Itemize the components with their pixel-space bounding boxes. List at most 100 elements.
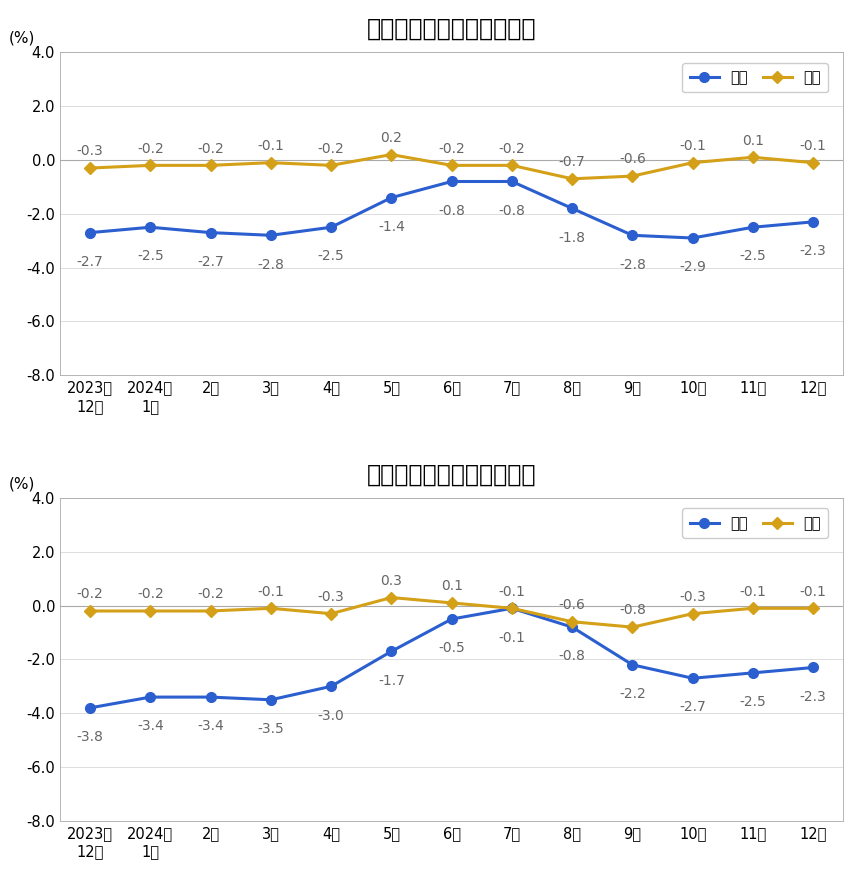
Title: 工业生产者购进价格涨跌幅: 工业生产者购进价格涨跌幅 <box>367 463 537 486</box>
环比 <box>687 158 697 168</box>
同比 <box>507 176 517 187</box>
Text: -0.1: -0.1 <box>257 584 285 598</box>
Text: -0.3: -0.3 <box>679 590 706 604</box>
Text: -0.1: -0.1 <box>499 631 525 645</box>
Text: -0.8: -0.8 <box>499 204 525 218</box>
Text: -0.2: -0.2 <box>77 587 103 601</box>
Line: 同比: 同比 <box>85 604 818 713</box>
Text: -1.8: -1.8 <box>559 230 586 244</box>
Text: -2.5: -2.5 <box>740 695 766 709</box>
同比 <box>507 603 517 613</box>
Text: -3.8: -3.8 <box>77 730 103 744</box>
Text: -2.5: -2.5 <box>318 250 345 264</box>
同比 <box>145 222 156 232</box>
环比 <box>446 160 457 171</box>
同比 <box>687 233 697 244</box>
同比 <box>266 230 276 241</box>
Line: 同比: 同比 <box>85 177 818 243</box>
同比 <box>808 662 819 673</box>
Text: -0.8: -0.8 <box>559 649 586 663</box>
环比 <box>687 609 697 619</box>
Text: -3.5: -3.5 <box>257 722 285 736</box>
环比 <box>808 603 819 613</box>
Text: -0.8: -0.8 <box>619 604 646 618</box>
Text: -2.5: -2.5 <box>740 250 766 264</box>
Text: -2.5: -2.5 <box>137 250 163 264</box>
同比 <box>808 216 819 227</box>
Text: -0.2: -0.2 <box>439 142 465 156</box>
同比 <box>85 703 95 713</box>
Text: -2.8: -2.8 <box>619 258 646 272</box>
Line: 环比: 环比 <box>86 593 817 632</box>
Text: -0.1: -0.1 <box>257 139 285 153</box>
Text: -0.2: -0.2 <box>197 142 224 156</box>
环比 <box>326 160 336 171</box>
同比 <box>446 614 457 625</box>
Text: -0.1: -0.1 <box>679 139 706 153</box>
Text: -2.7: -2.7 <box>197 255 224 269</box>
Text: -0.2: -0.2 <box>137 587 163 601</box>
同比 <box>206 228 216 238</box>
同比 <box>567 622 577 632</box>
Text: -0.2: -0.2 <box>499 142 525 156</box>
环比 <box>206 160 216 171</box>
同比 <box>627 230 637 241</box>
Legend: 同比, 环比: 同比, 环比 <box>682 508 828 538</box>
Text: -1.7: -1.7 <box>378 674 405 688</box>
同比 <box>446 176 457 187</box>
环比 <box>446 597 457 608</box>
环比 <box>567 173 577 184</box>
同比 <box>326 681 336 691</box>
Text: -3.4: -3.4 <box>137 719 163 733</box>
Text: 0.1: 0.1 <box>440 579 463 593</box>
环比 <box>145 605 156 616</box>
同比 <box>748 668 759 678</box>
同比 <box>386 646 396 657</box>
同比 <box>206 692 216 703</box>
环比 <box>266 158 276 168</box>
Text: -2.7: -2.7 <box>679 701 706 715</box>
同比 <box>266 695 276 705</box>
Text: -0.8: -0.8 <box>439 204 465 218</box>
Text: -3.4: -3.4 <box>197 719 224 733</box>
环比 <box>627 171 637 181</box>
Text: 0.2: 0.2 <box>380 131 402 145</box>
同比 <box>687 673 697 683</box>
环比 <box>748 152 759 163</box>
Text: -0.6: -0.6 <box>559 598 586 612</box>
Text: -0.2: -0.2 <box>318 142 345 156</box>
Text: -0.7: -0.7 <box>559 155 586 169</box>
同比 <box>386 193 396 203</box>
环比 <box>206 605 216 616</box>
Text: -0.2: -0.2 <box>197 587 224 601</box>
Legend: 同比, 环比: 同比, 环比 <box>682 63 828 93</box>
Text: -2.7: -2.7 <box>77 255 103 269</box>
Text: -0.1: -0.1 <box>800 584 826 598</box>
Text: (%): (%) <box>9 477 35 491</box>
同比 <box>326 222 336 232</box>
环比 <box>386 149 396 159</box>
Text: -0.2: -0.2 <box>137 142 163 156</box>
同比 <box>567 203 577 214</box>
环比 <box>145 160 156 171</box>
环比 <box>507 603 517 613</box>
Text: 0.1: 0.1 <box>742 133 764 147</box>
Text: -0.1: -0.1 <box>800 139 826 153</box>
同比 <box>85 228 95 238</box>
环比 <box>567 617 577 627</box>
Text: -2.3: -2.3 <box>800 244 826 258</box>
Text: (%): (%) <box>9 31 35 46</box>
Text: 0.3: 0.3 <box>380 574 402 588</box>
Text: -2.2: -2.2 <box>619 687 646 701</box>
环比 <box>266 603 276 613</box>
Text: -0.5: -0.5 <box>439 641 465 655</box>
Text: -1.4: -1.4 <box>378 220 405 234</box>
环比 <box>386 592 396 603</box>
环比 <box>326 609 336 619</box>
环比 <box>748 603 759 613</box>
Title: 工业生产者出厂价格涨跌幅: 工业生产者出厂价格涨跌幅 <box>367 17 537 40</box>
Text: -2.8: -2.8 <box>257 258 285 272</box>
环比 <box>85 605 95 616</box>
Text: -2.9: -2.9 <box>679 260 706 274</box>
Text: -0.3: -0.3 <box>77 145 103 159</box>
